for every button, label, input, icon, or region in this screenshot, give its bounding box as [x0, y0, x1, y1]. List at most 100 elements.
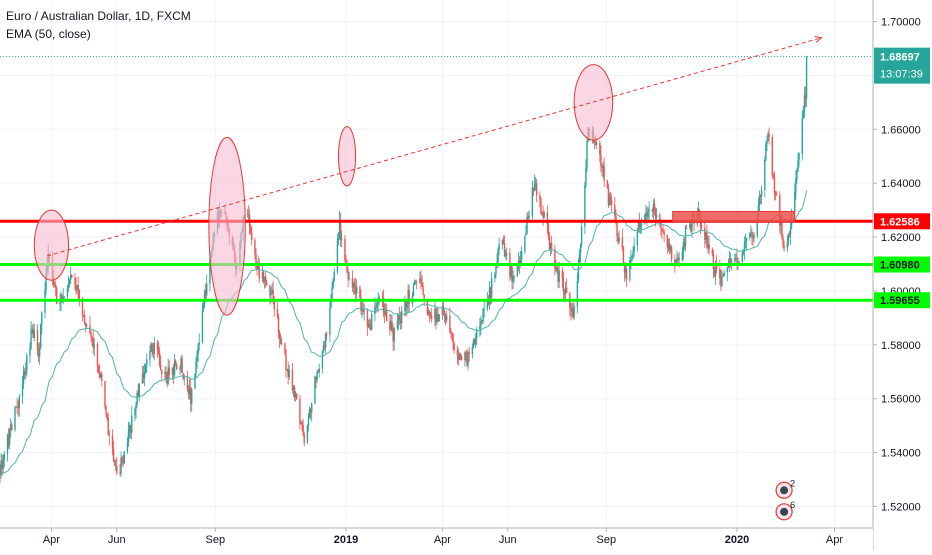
candle-body — [98, 371, 101, 378]
candle-body — [622, 248, 625, 264]
candle-down — [708, 235, 710, 255]
price-tick-label: 1.54000 — [881, 448, 921, 460]
candle-up — [743, 236, 746, 260]
candle-body — [804, 95, 807, 99]
candle-body — [663, 231, 665, 235]
trend-line — [46, 37, 822, 257]
candle-body — [503, 242, 506, 257]
candle-up — [636, 227, 639, 252]
candle-body — [532, 187, 535, 191]
candle-down — [204, 283, 207, 300]
candle-body — [766, 140, 768, 145]
candle-up — [390, 314, 392, 331]
candle-down — [278, 329, 281, 349]
candle-down — [359, 285, 361, 299]
candle-body — [562, 279, 565, 292]
candle-body — [798, 153, 800, 160]
time-tick-label: 2019 — [334, 534, 358, 546]
candle-up — [173, 353, 176, 378]
candle-up — [206, 274, 208, 303]
candle-body — [204, 290, 207, 296]
candle-body — [406, 304, 408, 309]
candle-body — [513, 276, 515, 278]
candle-body — [84, 322, 87, 326]
candle-up — [188, 378, 191, 400]
candle-down — [309, 407, 312, 420]
candle-body — [430, 316, 433, 319]
candle-body — [516, 264, 519, 277]
candle-up — [294, 391, 297, 402]
candle-body — [82, 315, 85, 317]
candle-body — [99, 373, 102, 378]
candle-up — [803, 86, 806, 119]
candle-body — [752, 235, 754, 239]
event-marker[interactable]: 6 — [775, 500, 795, 521]
candle-body — [382, 297, 385, 313]
candle-up — [543, 210, 545, 219]
candle-body — [413, 282, 416, 286]
symbol-title[interactable]: Euro / Australian Dollar, 1D, FXCM — [6, 9, 191, 23]
candle-body — [374, 306, 376, 314]
candle-body — [127, 428, 130, 443]
time-tick-label: Apr — [43, 534, 60, 546]
candle-body — [593, 141, 596, 143]
candle-body — [196, 353, 198, 361]
candle-body — [171, 367, 174, 375]
candle-down — [772, 172, 775, 180]
candle-body — [206, 283, 208, 296]
candle-body — [623, 263, 626, 273]
candle-body — [443, 310, 446, 317]
candle-body — [149, 350, 151, 360]
candle-down — [77, 276, 79, 300]
candle-up — [618, 230, 620, 245]
candle-up — [637, 220, 640, 233]
candle-up — [480, 315, 482, 336]
candle-body — [405, 301, 407, 309]
highlight-ellipses — [33, 64, 614, 316]
candle-body — [157, 350, 160, 353]
candle-body — [74, 277, 76, 286]
candle-body — [685, 227, 688, 229]
candle-body — [0, 468, 1, 475]
candle-up — [397, 314, 400, 330]
indicator-label[interactable]: EMA (50, close) — [6, 27, 91, 41]
candle-body — [264, 276, 267, 283]
candle-body — [621, 237, 624, 249]
candle-up — [195, 357, 197, 378]
candle-body — [181, 358, 183, 374]
candle-body — [466, 353, 468, 366]
candle-body — [630, 259, 632, 261]
candle-down — [174, 359, 177, 367]
candle-body — [788, 234, 791, 236]
candle-up — [138, 383, 140, 402]
candle-body — [624, 268, 627, 273]
candle-down — [347, 267, 349, 288]
candle-body — [414, 281, 417, 283]
candle-up — [458, 352, 461, 361]
candle-up — [135, 401, 137, 419]
candle-up — [123, 451, 125, 465]
candle-body — [78, 290, 80, 299]
candle-body — [736, 258, 738, 263]
event-marker[interactable]: 2 — [775, 478, 795, 499]
price-tick-label: 1.56000 — [881, 394, 921, 406]
candle-down — [75, 277, 77, 295]
candle-down — [720, 269, 722, 292]
candle-body — [0, 460, 2, 475]
candle-body — [652, 203, 655, 212]
candle-down — [111, 429, 114, 456]
candle-body — [533, 183, 536, 191]
candle-body — [276, 308, 279, 317]
candle-body — [142, 373, 145, 379]
candle-down — [303, 431, 305, 447]
candle-body — [370, 313, 373, 330]
candle-up — [513, 275, 515, 283]
candle-body — [354, 285, 357, 294]
candle-body — [302, 425, 304, 434]
candle-up — [564, 281, 567, 300]
candle-body — [490, 278, 493, 298]
candle-body — [119, 472, 121, 474]
candle-body — [512, 277, 514, 282]
candle-up — [738, 260, 740, 264]
